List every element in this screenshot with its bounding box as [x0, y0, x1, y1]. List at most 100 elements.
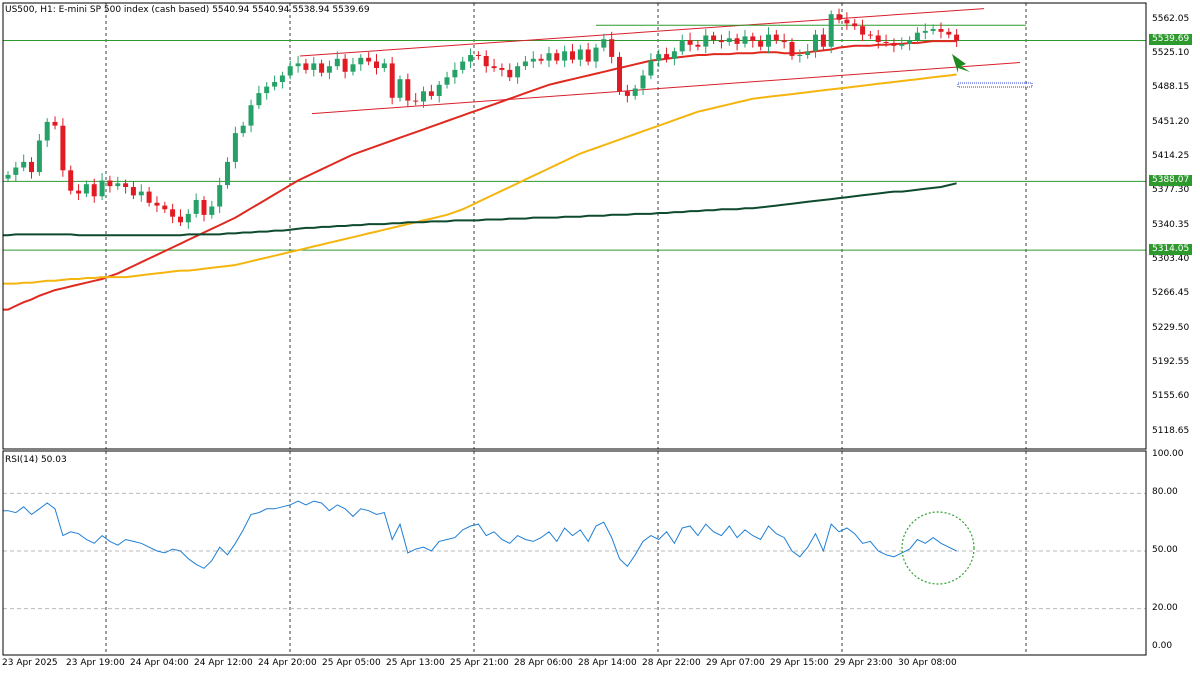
time-axis-label: 29 Apr 07:00 [706, 658, 765, 668]
candle-body [656, 54, 662, 61]
candle-body [334, 58, 340, 67]
candle [68, 165, 74, 195]
candle [679, 34, 685, 55]
candle [444, 71, 450, 89]
candle-body [170, 209, 176, 217]
candle-body [813, 34, 818, 52]
candle [29, 157, 34, 179]
time-axis-label: 30 Apr 08:00 [898, 658, 957, 668]
candle [107, 175, 113, 193]
candle-body [421, 91, 426, 102]
candle [530, 51, 536, 68]
candle-body [138, 191, 144, 196]
candle [115, 176, 121, 190]
candle-body [781, 40, 787, 43]
candle-body [946, 31, 952, 35]
candle-body [820, 34, 826, 47]
grid [3, 3, 1146, 655]
candle-body [789, 42, 795, 56]
candle-body [52, 121, 58, 126]
candle [907, 36, 913, 51]
candle [726, 30, 732, 46]
candle [758, 35, 764, 51]
price-axis-label: 5525.10 [1152, 48, 1190, 58]
time-axis-label: 29 Apr 15:00 [770, 658, 829, 668]
candle-body [679, 40, 685, 52]
candle-body [522, 61, 528, 67]
channel-upper-line [299, 8, 985, 57]
candle-body [750, 36, 756, 41]
time-axis-label: 25 Apr 05:00 [322, 658, 381, 668]
price-axis-label: 5414.25 [1152, 151, 1190, 161]
candle-body [162, 205, 168, 210]
candle [664, 47, 670, 63]
candle-body [703, 35, 709, 47]
candle-body [922, 30, 928, 33]
candle [342, 54, 348, 79]
time-axis-label: 23 Apr 2025 [2, 658, 58, 668]
candle-body [899, 43, 905, 46]
candle [820, 28, 826, 51]
candle [632, 84, 638, 100]
level-lines [3, 39, 1146, 251]
candle-body [311, 63, 317, 70]
candle [44, 118, 50, 147]
candle-body [295, 63, 301, 67]
candle [515, 62, 521, 84]
candle [303, 58, 309, 74]
candle [860, 19, 866, 42]
candle-body [695, 44, 701, 47]
candle [178, 209, 183, 226]
candle-body [436, 84, 442, 96]
candle [185, 209, 191, 229]
candle [287, 60, 293, 80]
candle-body [413, 100, 419, 102]
candle [742, 29, 748, 48]
time-axis-label: 23 Apr 19:00 [66, 658, 125, 668]
candle-body [617, 56, 622, 92]
price-axis-label: 5118.65 [1152, 425, 1190, 436]
candle-body [836, 14, 842, 20]
candle-body [609, 39, 615, 57]
candle-body [178, 216, 183, 223]
candle [938, 22, 944, 39]
rsi-highlight-circle [901, 511, 975, 585]
candle [585, 43, 591, 66]
candle-body [303, 63, 309, 70]
candle [648, 53, 654, 80]
rsi-axis-label: 80.00 [1152, 487, 1178, 498]
candle-body [326, 66, 332, 73]
price-axis-label: 5377.30 [1152, 185, 1190, 196]
candle [232, 126, 238, 169]
candle-body [483, 56, 489, 67]
time-axis-label: 28 Apr 06:00 [514, 658, 573, 668]
candle [264, 82, 270, 100]
ma-slow-line [3, 182, 957, 237]
level-price-tag: 5539.69 [1149, 34, 1193, 46]
candle [326, 60, 332, 80]
candle [468, 48, 474, 68]
candle [507, 63, 513, 81]
candle [428, 84, 434, 100]
candle [76, 184, 82, 200]
candle [397, 75, 403, 102]
candle-body [930, 29, 936, 31]
candle-body [350, 64, 356, 72]
candle-body [632, 88, 638, 96]
candle [570, 43, 575, 64]
candle-body [272, 82, 278, 87]
candle [389, 56, 395, 105]
candle [593, 43, 599, 68]
down-arrow-icon [952, 54, 970, 73]
candle [52, 116, 58, 130]
time-axis-label: 28 Apr 22:00 [642, 658, 701, 668]
candle-body [232, 133, 238, 162]
channel-lower-line [311, 62, 1021, 115]
candle-body [742, 36, 748, 44]
candle [272, 75, 278, 91]
candle [899, 37, 905, 50]
candle [374, 54, 379, 75]
candle-body [240, 125, 246, 134]
